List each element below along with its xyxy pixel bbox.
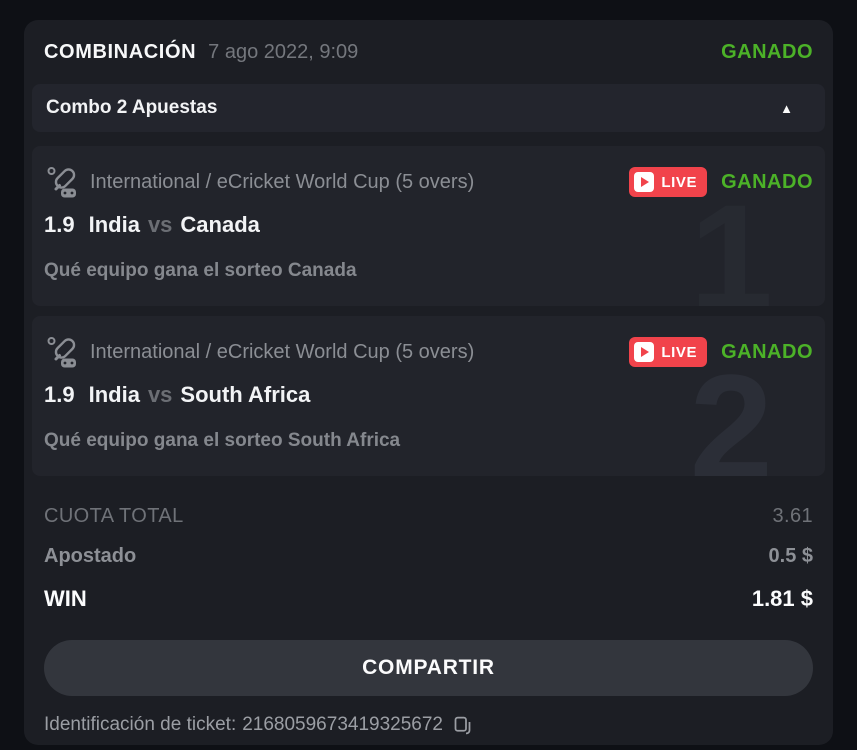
esports-cricket-icon: [47, 167, 76, 198]
copy-icon[interactable]: [452, 715, 473, 736]
bet-status-badge: GANADO: [721, 340, 813, 363]
triangle-up-icon[interactable]: ▲: [780, 100, 793, 116]
combo-label: Combo 2 Apuestas: [46, 97, 218, 118]
live-badge: LIVE: [629, 167, 708, 197]
odds-row: 1.9 India vs South Africa: [44, 382, 813, 408]
bet-card-2: 2 International / eCricket World Cup (5 …: [32, 316, 825, 476]
ticket-type-label: COMBINACIÓN: [44, 40, 197, 63]
ticket-id-value: 2168059673419325672: [242, 714, 443, 735]
league-name: International / eCricket World Cup (5 ov…: [90, 340, 475, 363]
total-odds-row: CUOTA TOTAL 3.61: [44, 496, 813, 536]
total-odds-label: CUOTA TOTAL: [44, 504, 184, 527]
play-icon: [634, 172, 655, 192]
badges: LIVE GANADO: [629, 337, 813, 367]
market-selection: Qué equipo gana el sorteo South Africa: [44, 430, 401, 451]
home-team: India: [88, 382, 140, 407]
odds-value: 1.9: [44, 382, 75, 407]
market-selection: Qué equipo gana el sorteo Canada: [44, 260, 357, 281]
win-label: WIN: [44, 586, 87, 611]
bet-number-watermark: 1: [689, 173, 773, 306]
live-label: LIVE: [661, 173, 698, 191]
stake-row: Apostado 0.5 $: [44, 536, 813, 576]
vs-separator: vs: [147, 212, 173, 237]
league-row: International / eCricket World Cup (5 ov…: [44, 334, 813, 370]
away-team: South Africa: [180, 382, 311, 407]
stake-value: 0.5 $: [768, 544, 813, 567]
stake-label: Apostado: [44, 544, 137, 567]
odds-row: 1.9 India vs Canada: [44, 212, 813, 238]
win-row: WIN 1.81 $: [44, 576, 813, 622]
league-row: International / eCricket World Cup (5 ov…: [44, 164, 813, 200]
ticket-date: 7 ago 2022, 9:09: [208, 40, 359, 63]
share-button[interactable]: COMPARTIR: [44, 640, 813, 696]
ticket-id-row: Identificación de ticket: 21680596734193…: [44, 714, 813, 736]
play-icon: [634, 342, 655, 362]
odds-value: 1.9: [44, 212, 75, 237]
away-team: Canada: [180, 212, 260, 237]
league-name: International / eCricket World Cup (5 ov…: [90, 170, 475, 193]
live-label: LIVE: [661, 343, 698, 361]
home-team: India: [88, 212, 140, 237]
vs-separator: vs: [147, 382, 173, 407]
esports-cricket-icon: [47, 337, 76, 368]
combo-toggle-row[interactable]: Combo 2 Apuestas ▲: [32, 84, 825, 132]
bet-card-1: 1 International / eCricket World Cup (5 …: [32, 146, 825, 306]
ticket-status-badge: GANADO: [721, 40, 813, 63]
live-badge: LIVE: [629, 337, 708, 367]
bet-number-watermark: 2: [689, 343, 773, 476]
bet-status-badge: GANADO: [721, 170, 813, 193]
ticket-summary: CUOTA TOTAL 3.61 Apostado 0.5 $ WIN 1.81…: [32, 486, 825, 622]
badges: LIVE GANADO: [629, 167, 813, 197]
total-odds-value: 3.61: [772, 504, 813, 527]
ticket-id-label: Identificación de ticket:: [44, 714, 237, 735]
ticket-header: COMBINACIÓN 7 ago 2022, 9:09 GANADO: [32, 20, 825, 84]
win-value: 1.81 $: [751, 586, 813, 611]
bet-ticket-card: COMBINACIÓN 7 ago 2022, 9:09 GANADO Comb…: [24, 20, 833, 745]
